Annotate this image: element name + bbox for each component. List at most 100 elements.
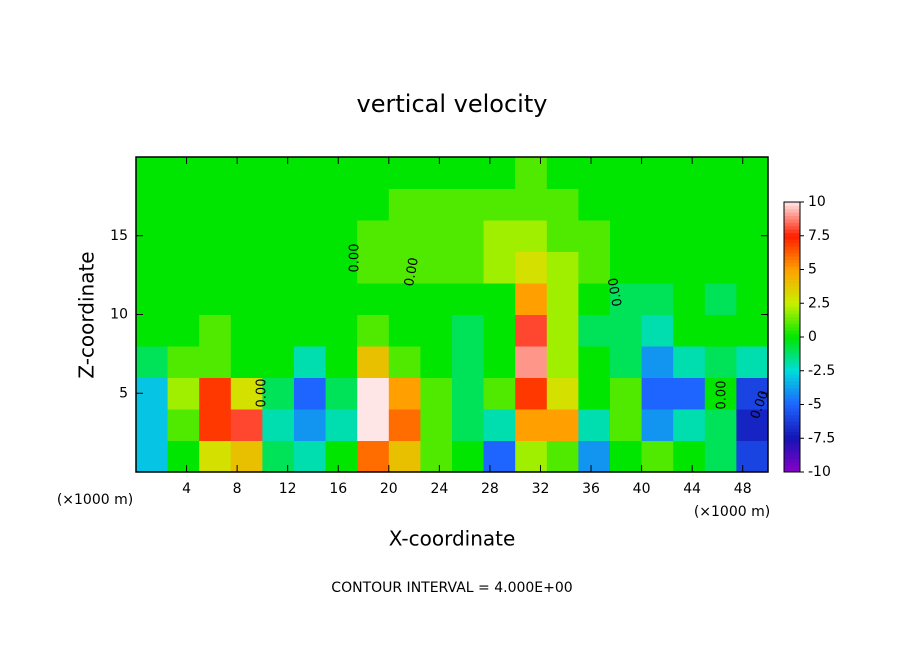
colorbar-segment: [784, 445, 800, 449]
cell: [452, 283, 485, 315]
cell: [483, 409, 516, 441]
colorbar-segment: [784, 455, 800, 459]
colorbar-segment: [784, 451, 800, 456]
colorbar-segment: [784, 276, 800, 281]
cell: [136, 440, 169, 473]
cell: [515, 220, 548, 252]
cell: [262, 251, 295, 284]
cell: [515, 409, 548, 441]
colorbar-segment: [784, 330, 800, 335]
colorbar-segment: [784, 418, 800, 422]
contour-label: 0.00: [348, 244, 363, 273]
cell: [388, 283, 421, 315]
cell: [578, 314, 611, 347]
colorbar-segment: [784, 461, 800, 466]
colorbar-segment: [784, 374, 800, 378]
x-tick-label: 12: [279, 481, 297, 497]
colorbar-segment: [784, 448, 800, 453]
cell: [357, 346, 390, 378]
cell: [515, 377, 548, 410]
cell: [357, 220, 390, 252]
cell: [578, 440, 611, 473]
cell: [641, 157, 674, 189]
cell: [199, 409, 232, 441]
colorbar-segment: [784, 259, 800, 264]
cell: [294, 314, 327, 347]
cell: [262, 283, 295, 315]
colorbar-tick-label: 0: [808, 329, 817, 345]
cell: [420, 377, 453, 410]
cell: [483, 220, 516, 252]
colorbar-segment: [784, 438, 800, 443]
cell: [610, 220, 643, 252]
colorbar-segment: [784, 404, 800, 409]
colorbar-segment: [784, 428, 800, 432]
cell: [610, 251, 643, 284]
colorbar-segment: [784, 235, 800, 240]
cell: [199, 283, 232, 315]
cell: [199, 188, 232, 221]
cell: [673, 283, 706, 315]
colorbar-segment: [784, 320, 800, 324]
colorbar-segment: [784, 283, 800, 287]
cell: [388, 440, 421, 473]
colorbar-segment: [784, 293, 800, 297]
x-tick-label: 24: [430, 481, 448, 497]
colorbar-segment: [784, 347, 800, 351]
y-unit-label: (×1000 m): [57, 492, 133, 508]
cell: [452, 409, 485, 441]
cell: [325, 314, 358, 347]
cell: [452, 440, 485, 473]
cell: [704, 283, 737, 315]
colorbar-segment: [784, 303, 800, 308]
cell: [167, 377, 200, 410]
colorbar-segment: [784, 266, 800, 270]
colorbar-segment: [784, 377, 800, 382]
colorbar-segment: [784, 222, 800, 227]
cell: [452, 377, 485, 410]
cell: [420, 440, 453, 473]
cell: [420, 283, 453, 315]
cell: [294, 188, 327, 221]
cell: [230, 346, 263, 378]
colorbar-segment: [784, 360, 800, 365]
cell: [262, 220, 295, 252]
cell: [230, 283, 263, 315]
x-tick-label: 16: [329, 481, 347, 497]
cell: [515, 251, 548, 284]
cell: [357, 440, 390, 473]
colorbar-tick-label: 10: [808, 194, 826, 210]
cell: [167, 409, 200, 441]
x-unit-label: (×1000 m): [694, 504, 770, 520]
contour-labels: 0.00 0.00 0.00 0.00 0.00 0.00: [255, 244, 772, 422]
colorbar-segment: [784, 391, 800, 395]
cell: [610, 440, 643, 473]
cell: [610, 314, 643, 347]
colorbar-segment: [784, 340, 800, 345]
cell: [357, 188, 390, 221]
cell: [325, 440, 358, 473]
cell: [325, 346, 358, 378]
x-tick-label: 8: [233, 481, 242, 497]
cell: [294, 157, 327, 189]
colorbar-segment: [784, 229, 800, 233]
colorbar-segment: [784, 364, 800, 368]
cell: [578, 251, 611, 284]
colorbar-segment: [784, 269, 800, 274]
cell: [230, 220, 263, 252]
cell: [515, 314, 548, 347]
colorbar-segment: [784, 411, 800, 416]
cell: [452, 314, 485, 347]
cell: [515, 283, 548, 315]
contour-label: 0.00: [715, 381, 730, 410]
x-tick-label: 36: [582, 481, 600, 497]
colorbar-segment: [784, 350, 800, 355]
cell: [483, 157, 516, 189]
cell: [546, 314, 579, 347]
colorbar-segment: [784, 337, 800, 341]
cell: [704, 409, 737, 441]
cell: [420, 346, 453, 378]
colorbar-tick-label: 2.5: [808, 295, 830, 311]
cell: [578, 283, 611, 315]
